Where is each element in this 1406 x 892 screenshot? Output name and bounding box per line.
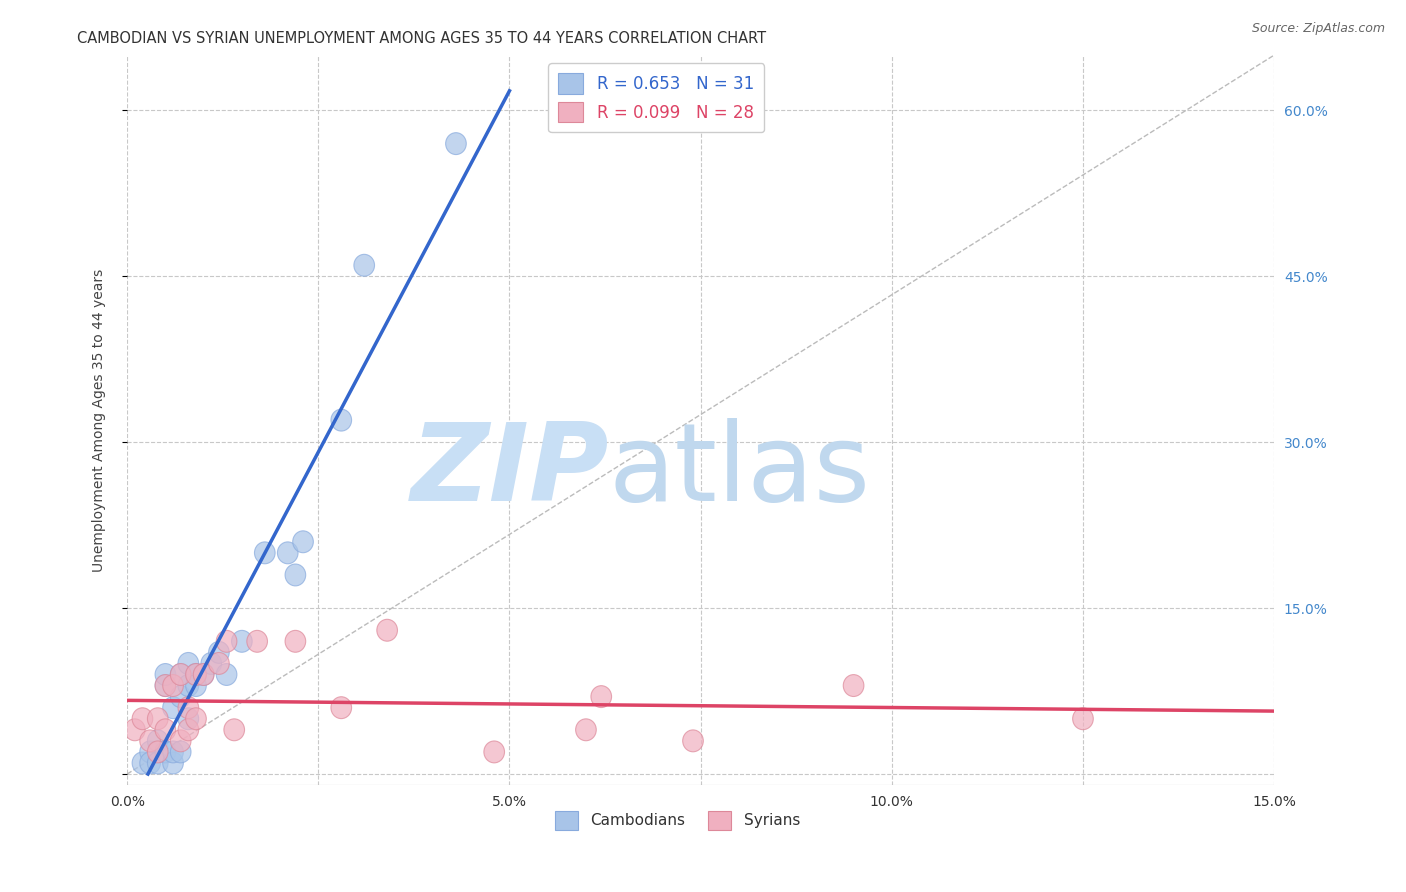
- Ellipse shape: [139, 752, 160, 774]
- Ellipse shape: [446, 133, 467, 154]
- Ellipse shape: [330, 409, 352, 431]
- Ellipse shape: [179, 674, 198, 697]
- Ellipse shape: [139, 741, 160, 763]
- Ellipse shape: [139, 730, 160, 752]
- Ellipse shape: [186, 707, 207, 730]
- Ellipse shape: [179, 652, 198, 674]
- Ellipse shape: [155, 741, 176, 763]
- Ellipse shape: [591, 686, 612, 707]
- Ellipse shape: [186, 674, 207, 697]
- Ellipse shape: [163, 674, 183, 697]
- Ellipse shape: [484, 741, 505, 763]
- Ellipse shape: [170, 741, 191, 763]
- Text: ZIP: ZIP: [411, 418, 609, 524]
- Ellipse shape: [155, 674, 176, 697]
- Ellipse shape: [277, 541, 298, 564]
- Ellipse shape: [132, 752, 153, 774]
- Ellipse shape: [354, 254, 374, 277]
- Ellipse shape: [575, 719, 596, 740]
- Ellipse shape: [170, 664, 191, 685]
- Ellipse shape: [179, 697, 198, 719]
- Ellipse shape: [254, 541, 276, 564]
- Ellipse shape: [217, 631, 236, 652]
- Text: Source: ZipAtlas.com: Source: ZipAtlas.com: [1251, 22, 1385, 36]
- Legend: Cambodians, Syrians: Cambodians, Syrians: [550, 805, 806, 836]
- Y-axis label: Unemployment Among Ages 35 to 44 years: Unemployment Among Ages 35 to 44 years: [93, 268, 107, 572]
- Ellipse shape: [186, 664, 207, 685]
- Ellipse shape: [285, 564, 305, 586]
- Ellipse shape: [155, 674, 176, 697]
- Ellipse shape: [170, 730, 191, 752]
- Ellipse shape: [148, 730, 169, 752]
- Ellipse shape: [224, 719, 245, 740]
- Ellipse shape: [148, 707, 169, 730]
- Ellipse shape: [125, 719, 145, 740]
- Ellipse shape: [179, 719, 198, 740]
- Ellipse shape: [170, 686, 191, 707]
- Text: atlas: atlas: [609, 418, 870, 524]
- Ellipse shape: [148, 741, 169, 763]
- Text: CAMBODIAN VS SYRIAN UNEMPLOYMENT AMONG AGES 35 TO 44 YEARS CORRELATION CHART: CAMBODIAN VS SYRIAN UNEMPLOYMENT AMONG A…: [77, 31, 766, 46]
- Ellipse shape: [217, 664, 236, 685]
- Ellipse shape: [163, 697, 183, 719]
- Ellipse shape: [186, 664, 207, 685]
- Ellipse shape: [247, 631, 267, 652]
- Ellipse shape: [232, 631, 252, 652]
- Ellipse shape: [163, 741, 183, 763]
- Ellipse shape: [148, 752, 169, 774]
- Ellipse shape: [208, 652, 229, 674]
- Ellipse shape: [155, 664, 176, 685]
- Ellipse shape: [201, 652, 222, 674]
- Ellipse shape: [285, 631, 305, 652]
- Ellipse shape: [377, 619, 398, 641]
- Ellipse shape: [179, 707, 198, 730]
- Ellipse shape: [292, 531, 314, 553]
- Ellipse shape: [1073, 707, 1094, 730]
- Ellipse shape: [132, 707, 153, 730]
- Ellipse shape: [193, 664, 214, 685]
- Ellipse shape: [683, 730, 703, 752]
- Ellipse shape: [208, 641, 229, 664]
- Ellipse shape: [163, 752, 183, 774]
- Ellipse shape: [155, 719, 176, 740]
- Ellipse shape: [844, 674, 863, 697]
- Ellipse shape: [330, 697, 352, 719]
- Ellipse shape: [193, 664, 214, 685]
- Ellipse shape: [170, 664, 191, 685]
